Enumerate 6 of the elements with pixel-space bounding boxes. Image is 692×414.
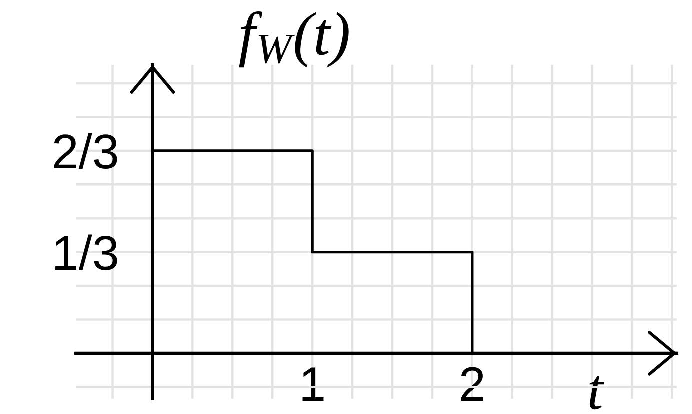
x-axis-title: t — [590, 376, 605, 410]
y-axis-title: f$_{W}$(t) — [239, 12, 349, 68]
y-tick-label: 2/3 — [54, 133, 118, 170]
x-tick-label: 2 — [461, 367, 484, 402]
y-tick-label: 1/3 — [56, 234, 118, 270]
x-tick-label: 1 — [302, 368, 324, 402]
